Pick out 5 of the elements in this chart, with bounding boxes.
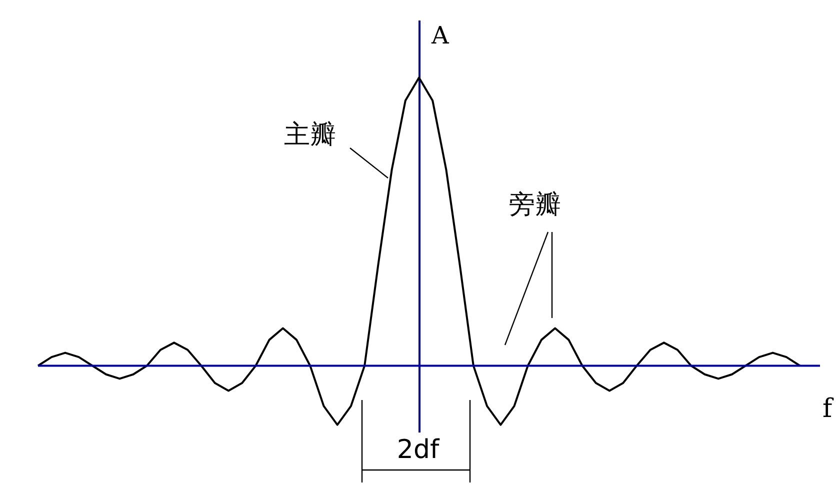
y-axis-title: A: [430, 22, 450, 50]
annotation: 主瓣: [284, 120, 336, 150]
x-axis-title: f: [822, 394, 834, 424]
annotation: 旁瓣: [509, 190, 561, 220]
text: 2df: [396, 435, 440, 465]
